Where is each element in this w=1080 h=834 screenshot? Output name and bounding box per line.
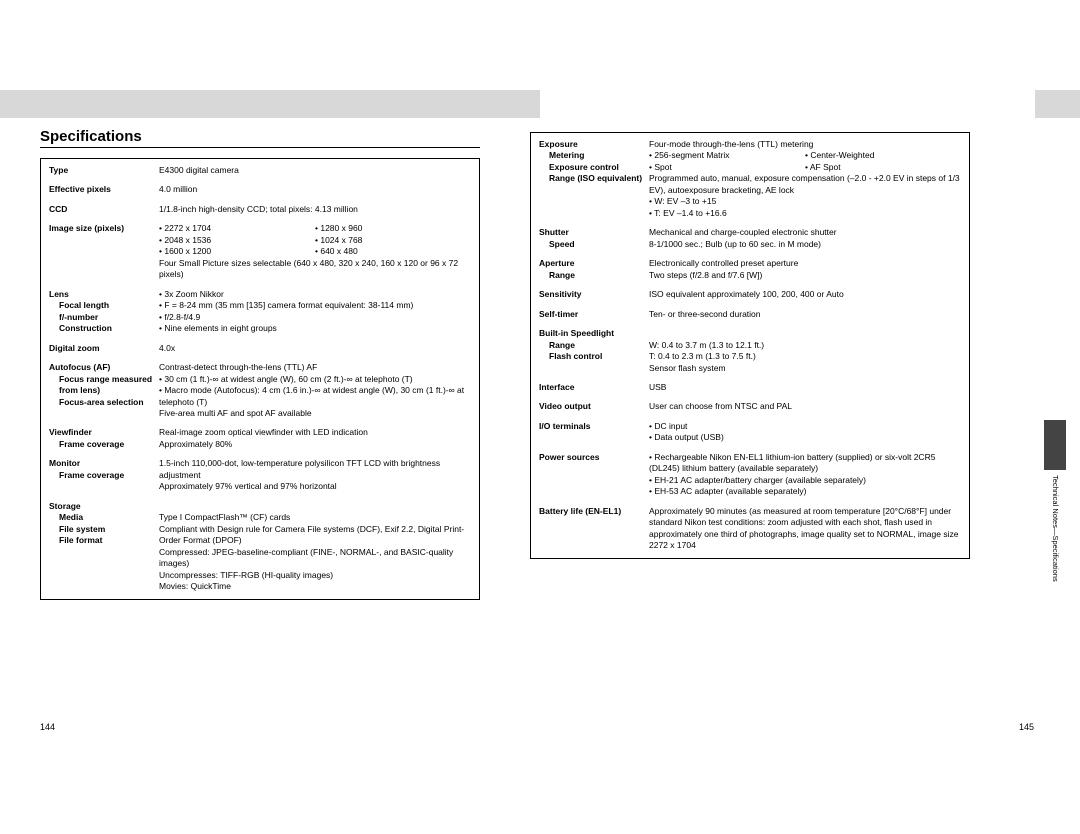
spec-row: I/O terminals• DC input• Data output (US… bbox=[539, 421, 961, 444]
right-column: ExposureMeteringExposure controlRange (I… bbox=[530, 120, 970, 600]
left-column: TypeE4300 digital cameraEffective pixels… bbox=[40, 120, 480, 600]
spec-sublabel: Range bbox=[539, 270, 649, 281]
spec-row: ViewfinderFrame coverageReal-image zoom … bbox=[49, 427, 471, 450]
spec-value: Ten- or three-second duration bbox=[649, 309, 961, 320]
side-tab-marker bbox=[1044, 420, 1066, 470]
spec-label: Battery life (EN-EL1) bbox=[539, 506, 649, 552]
spec-table-left: TypeE4300 digital cameraEffective pixels… bbox=[40, 158, 480, 600]
spec-value: E4300 digital camera bbox=[159, 165, 471, 176]
spec-sublabel: File system bbox=[49, 524, 159, 535]
spec-sublabel: File format bbox=[49, 535, 159, 546]
spec-row: Power sources• Rechargeable Nikon EN-EL1… bbox=[539, 452, 961, 498]
spec-label: ApertureRange bbox=[539, 258, 649, 281]
spec-label: ViewfinderFrame coverage bbox=[49, 427, 159, 450]
spec-table-right: ExposureMeteringExposure controlRange (I… bbox=[530, 132, 970, 559]
spec-sublabel: Flash control bbox=[539, 351, 649, 362]
spec-value: Type I CompactFlash™ (CF) cardsCompliant… bbox=[159, 501, 471, 593]
spec-row: Video outputUser can choose from NTSC an… bbox=[539, 401, 961, 412]
spec-sublabel: Construction bbox=[49, 323, 159, 334]
spec-sublabel: Media bbox=[49, 512, 159, 523]
spec-row: Digital zoom4.0x bbox=[49, 343, 471, 354]
spec-value: Contrast-detect through-the-lens (TTL) A… bbox=[159, 362, 471, 419]
spec-row: InterfaceUSB bbox=[539, 382, 961, 393]
spec-row: CCD1/1.8-inch high-density CCD; total pi… bbox=[49, 204, 471, 215]
spec-row: Battery life (EN-EL1)Approximately 90 mi… bbox=[539, 506, 961, 552]
page-title: Specifications bbox=[40, 128, 480, 148]
spec-label: MonitorFrame coverage bbox=[49, 458, 159, 492]
spec-label: Video output bbox=[539, 401, 649, 412]
gray-header-bar-right bbox=[1035, 90, 1080, 118]
spec-row: ExposureMeteringExposure controlRange (I… bbox=[539, 139, 961, 219]
spec-value: User can choose from NTSC and PAL bbox=[649, 401, 961, 412]
spec-label: LensFocal lengthf/-numberConstruction bbox=[49, 289, 159, 335]
spec-label: Interface bbox=[539, 382, 649, 393]
spec-value: • 2272 x 1704• 2048 x 1536• 1600 x 1200•… bbox=[159, 223, 471, 280]
spec-row: StorageMediaFile systemFile format Type … bbox=[49, 501, 471, 593]
spec-label: ExposureMeteringExposure controlRange (I… bbox=[539, 139, 649, 219]
spec-sublabel: Range bbox=[539, 340, 649, 351]
spec-value: • DC input• Data output (USB) bbox=[649, 421, 961, 444]
spec-row: Effective pixels4.0 million bbox=[49, 184, 471, 195]
spec-label: Effective pixels bbox=[49, 184, 159, 195]
spec-value: • Rechargeable Nikon EN-EL1 lithium-ion … bbox=[649, 452, 961, 498]
spec-label: Self-timer bbox=[539, 309, 649, 320]
spec-value: ISO equivalent approximately 100, 200, 4… bbox=[649, 289, 961, 300]
spec-label: ShutterSpeed bbox=[539, 227, 649, 250]
spec-value: Real-image zoom optical viewfinder with … bbox=[159, 427, 471, 450]
spec-row: TypeE4300 digital camera bbox=[49, 165, 471, 176]
spec-label: Built-in SpeedlightRangeFlash control bbox=[539, 328, 649, 374]
spec-value: 1/1.8-inch high-density CCD; total pixel… bbox=[159, 204, 471, 215]
spec-label: StorageMediaFile systemFile format bbox=[49, 501, 159, 593]
spec-value: 4.0x bbox=[159, 343, 471, 354]
page-number-left: 144 bbox=[40, 722, 55, 732]
spec-label: Digital zoom bbox=[49, 343, 159, 354]
spec-row: MonitorFrame coverage1.5-inch 110,000-do… bbox=[49, 458, 471, 492]
spec-value: W: 0.4 to 3.7 m (1.3 to 12.1 ft.)T: 0.4 … bbox=[649, 328, 961, 374]
spec-value: Electronically controlled preset apertur… bbox=[649, 258, 961, 281]
spec-sublabel: Range (ISO equivalent) bbox=[539, 173, 649, 184]
page-content: TypeE4300 digital cameraEffective pixels… bbox=[40, 120, 1040, 600]
spec-row: Self-timerTen- or three-second duration bbox=[539, 309, 961, 320]
spec-row: Image size (pixels)• 2272 x 1704• 2048 x… bbox=[49, 223, 471, 280]
spec-row: LensFocal lengthf/-numberConstruction• 3… bbox=[49, 289, 471, 335]
spec-value: Mechanical and charge-coupled electronic… bbox=[649, 227, 961, 250]
spec-sublabel: Focal length bbox=[49, 300, 159, 311]
spec-label: Image size (pixels) bbox=[49, 223, 159, 280]
spec-row: Autofocus (AF)Focus range measured from … bbox=[49, 362, 471, 419]
spec-sublabel: Focus range measured from lens) bbox=[49, 374, 159, 397]
spec-sublabel: f/-number bbox=[49, 312, 159, 323]
side-tab: Technical Notes—Specifications bbox=[1034, 420, 1066, 560]
spec-value: Approximately 90 minutes (as measured at… bbox=[649, 506, 961, 552]
spec-row: ApertureRangeElectronically controlled p… bbox=[539, 258, 961, 281]
spec-value: • 3x Zoom Nikkor• F = 8-24 mm (35 mm [13… bbox=[159, 289, 471, 335]
spec-sublabel: Metering bbox=[539, 150, 649, 161]
spec-row: SensitivityISO equivalent approximately … bbox=[539, 289, 961, 300]
spec-row: Built-in SpeedlightRangeFlash control W:… bbox=[539, 328, 961, 374]
spec-label: Power sources bbox=[539, 452, 649, 498]
spec-label: Sensitivity bbox=[539, 289, 649, 300]
spec-label: Autofocus (AF)Focus range measured from … bbox=[49, 362, 159, 419]
page-number-right: 145 bbox=[1019, 722, 1034, 732]
gray-header-bar-left bbox=[0, 90, 540, 118]
spec-sublabel: Frame coverage bbox=[49, 439, 159, 450]
side-tab-label: Technical Notes—Specifications bbox=[1051, 475, 1060, 582]
spec-sublabel: Speed bbox=[539, 239, 649, 250]
spec-value: 1.5-inch 110,000-dot, low-temperature po… bbox=[159, 458, 471, 492]
spec-sublabel: Exposure control bbox=[539, 162, 649, 173]
spec-sublabel: Focus-area selection bbox=[49, 397, 159, 408]
spec-label: CCD bbox=[49, 204, 159, 215]
spec-label: I/O terminals bbox=[539, 421, 649, 444]
spec-value: Four-mode through-the-lens (TTL) meterin… bbox=[649, 139, 961, 219]
spec-value: 4.0 million bbox=[159, 184, 471, 195]
spec-row: ShutterSpeedMechanical and charge-couple… bbox=[539, 227, 961, 250]
spec-value: USB bbox=[649, 382, 961, 393]
spec-label: Type bbox=[49, 165, 159, 176]
spec-sublabel: Frame coverage bbox=[49, 470, 159, 481]
